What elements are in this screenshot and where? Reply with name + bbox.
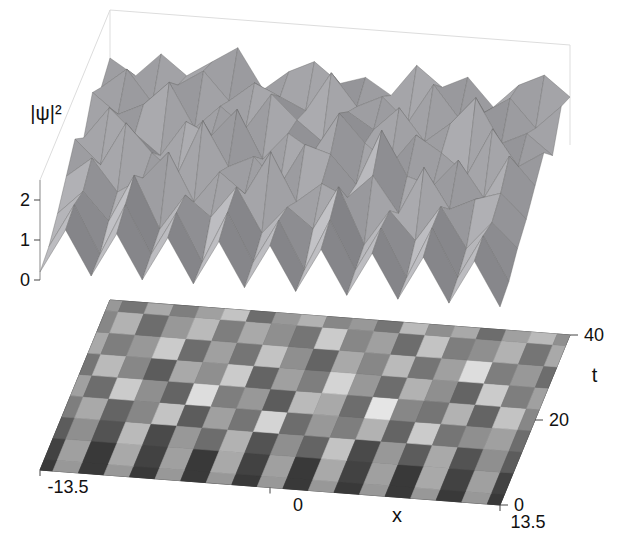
- surface-patch: [66, 205, 100, 276]
- projection-cell: [527, 387, 549, 409]
- z-tick-label: 2: [20, 190, 30, 210]
- x-tick: [40, 470, 41, 476]
- projection-cell: [544, 345, 566, 367]
- surface-patch: [219, 212, 253, 287]
- projection-cell: [492, 472, 513, 494]
- surface-patch: [244, 220, 278, 287]
- projection-plane: [40, 300, 570, 505]
- surface-patch: [372, 228, 406, 299]
- surface-patch: [449, 236, 483, 303]
- surface-patch: [270, 220, 304, 291]
- t-tick: [500, 505, 508, 506]
- projection-cell: [462, 492, 492, 505]
- projection-cell: [257, 476, 287, 489]
- projection: [40, 300, 570, 505]
- z-tick-label: 1: [20, 230, 30, 250]
- projection-cell: [502, 330, 532, 343]
- projection-cell: [500, 451, 522, 473]
- x-tick-label: 0: [293, 495, 303, 515]
- projection-cell: [487, 493, 504, 505]
- projection-cell: [118, 301, 148, 314]
- projection-cell: [400, 322, 430, 335]
- projection-cell: [348, 319, 378, 332]
- t-tick: [570, 335, 578, 336]
- z-tick: [34, 200, 40, 201]
- projection-cell: [246, 311, 276, 324]
- projection-cell: [535, 366, 557, 388]
- surface: [40, 48, 570, 307]
- z-tick: [34, 280, 40, 281]
- surface-patch: [321, 220, 355, 295]
- surface-patch: [474, 236, 508, 307]
- projection-cell: [411, 488, 441, 501]
- x-tick: [500, 505, 501, 511]
- chart: 012|ψ|²-13.5013.5x02040t: [0, 0, 624, 542]
- projection-cell: [181, 470, 211, 483]
- z-axis-title: |ψ|²: [30, 102, 62, 124]
- projection-cell: [78, 462, 108, 475]
- projection-cell: [425, 324, 455, 337]
- projection-cell: [297, 315, 327, 328]
- projection-cell: [170, 305, 200, 318]
- projection-cell: [144, 303, 174, 316]
- surface-patch: [142, 213, 176, 280]
- projection-cell: [509, 430, 530, 452]
- projection-cell: [323, 317, 353, 330]
- surface-patch: [347, 228, 381, 295]
- t-axis-title: t: [592, 364, 598, 386]
- x-axis-title: x: [392, 504, 402, 526]
- projection-cell: [527, 332, 557, 345]
- projection-cell: [129, 466, 159, 479]
- t-tick-label: 0: [514, 495, 524, 515]
- x-tick: [270, 488, 271, 494]
- t-tick-label: 40: [584, 325, 604, 345]
- surface-patch: [117, 205, 151, 280]
- projection-cell: [195, 307, 225, 320]
- x-tick-label: -13.5: [47, 477, 88, 497]
- projection-cell: [451, 326, 481, 339]
- projection-cell: [374, 320, 404, 333]
- projection-cell: [308, 480, 338, 493]
- t-tick: [535, 420, 543, 421]
- projection-cell: [553, 334, 570, 346]
- projection-cell: [232, 474, 262, 487]
- projection-cell: [476, 328, 506, 341]
- z-tick: [34, 240, 40, 241]
- surface-patch: [168, 213, 202, 284]
- projection-cell: [272, 313, 302, 326]
- projection-cell: [221, 309, 251, 322]
- z-axis: [40, 180, 41, 280]
- surface-patch: [40, 205, 74, 272]
- t-tick-label: 20: [549, 410, 569, 430]
- projection-cell: [359, 484, 389, 497]
- x-tick-label: 13.5: [510, 512, 545, 532]
- z-tick-label: 0: [20, 270, 30, 290]
- surface-patch: [423, 228, 457, 303]
